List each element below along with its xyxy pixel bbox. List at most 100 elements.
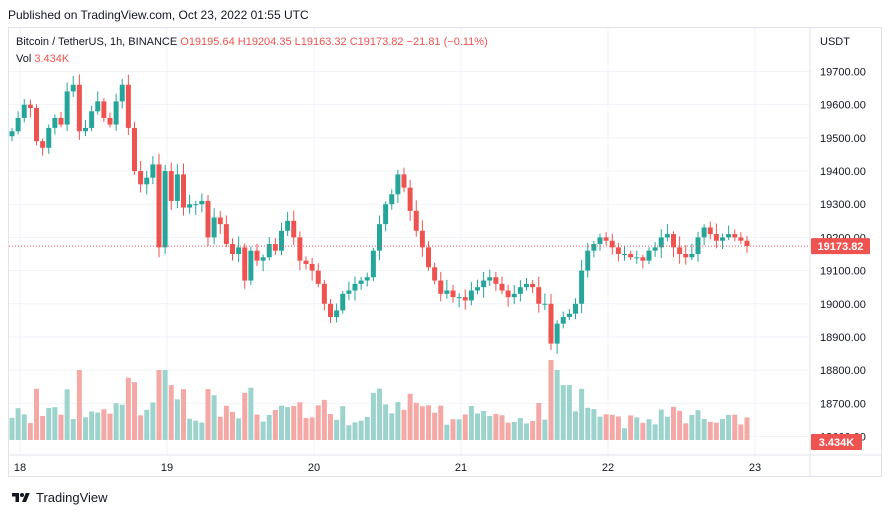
volume-bar (413, 402, 419, 440)
chart-frame[interactable] (8, 27, 882, 477)
volume-bar (309, 417, 315, 440)
volume-bar (585, 407, 591, 440)
candle-body (554, 323, 560, 344)
symbol-legend: Bitcoin / TetherUS, 1h, BINANCE O19195.6… (16, 36, 488, 48)
volume-bar (9, 417, 15, 440)
candle-body (107, 117, 113, 125)
candle-body (150, 164, 156, 178)
tradingview-branding[interactable]: TradingView (10, 490, 108, 505)
volume-bar (646, 419, 652, 440)
candle-body (511, 293, 517, 298)
volume-bar (524, 423, 529, 440)
candle-body (389, 194, 395, 205)
candle-body (622, 254, 627, 255)
candle-body (266, 244, 272, 258)
volume-bar (303, 418, 309, 440)
volume-bar (542, 419, 548, 440)
candle-body (566, 313, 572, 318)
candle-body (395, 174, 401, 195)
volume-bar (101, 409, 107, 440)
volume-bar (671, 406, 676, 440)
volume-bar (119, 404, 125, 440)
x-tick-label: 20 (308, 462, 320, 474)
candle-body (181, 174, 186, 208)
volume-bar (450, 419, 456, 440)
candle-body (279, 230, 284, 251)
x-tick-label: 22 (602, 462, 614, 474)
volume-bar (475, 413, 480, 440)
candle-body (340, 293, 346, 311)
candle-body (597, 237, 603, 245)
candle-body (615, 247, 621, 254)
candle-body (9, 131, 15, 137)
volume-bar (652, 424, 658, 440)
volume-bar (40, 415, 46, 440)
last-price-badge (811, 238, 870, 255)
candle-body (646, 250, 652, 261)
candle-body (125, 84, 131, 128)
candle-body (211, 217, 217, 238)
candle-body (113, 101, 119, 125)
volume-bar (554, 370, 560, 440)
candle-body (138, 171, 144, 185)
volume-bar (468, 405, 474, 440)
candle-body (254, 250, 260, 261)
candle-body (52, 117, 58, 128)
candle-body (634, 257, 640, 259)
candle-body (407, 187, 413, 211)
volume-bar (291, 405, 297, 440)
candle-body (401, 174, 407, 188)
y-tick-label: 19000.00 (820, 299, 866, 311)
candle-body (205, 200, 211, 238)
volume-bar (695, 410, 701, 440)
candle-body (560, 317, 566, 324)
candle-body (432, 267, 438, 281)
volume-bar (168, 385, 174, 440)
y-tick-label: 18800.00 (820, 365, 866, 377)
candle-body (444, 290, 450, 294)
candle-body (530, 283, 536, 288)
volume-bar (407, 393, 413, 440)
candle-body (726, 234, 732, 238)
volume-bar (46, 407, 52, 440)
volume-bar (27, 423, 33, 440)
volume-bar (58, 414, 64, 440)
volume-bar (487, 416, 493, 440)
volume-bar (505, 422, 511, 440)
volume-bar (603, 414, 609, 440)
candle-body (34, 108, 39, 142)
candle-body (475, 287, 480, 291)
candle-body (671, 234, 676, 248)
x-tick-label: 21 (455, 462, 467, 474)
candle-body (364, 277, 370, 281)
candle-body (27, 104, 33, 108)
candle-body (713, 234, 719, 241)
volume-bar (21, 414, 27, 440)
volume-bar (401, 409, 407, 440)
candle-body (156, 164, 162, 248)
volume-bar (83, 417, 88, 440)
x-tick-label: 23 (749, 462, 761, 474)
candle-body (199, 200, 205, 205)
volume-bar (683, 423, 689, 440)
volume-bar (609, 414, 615, 440)
volume-bar (370, 392, 376, 440)
candle-body (352, 283, 358, 291)
candle-body (358, 280, 364, 284)
candle-body (236, 247, 242, 254)
volume-bar (107, 413, 113, 440)
candle-body (701, 227, 707, 238)
volume-bar (726, 414, 732, 440)
volume-bar (444, 424, 450, 440)
volume-bar (493, 414, 499, 440)
volume-bar (597, 416, 603, 440)
volume-bar (664, 416, 670, 440)
volume-bar (266, 414, 272, 440)
candle-body (162, 171, 168, 248)
candle-body (591, 244, 597, 251)
candle-body (536, 287, 542, 304)
volume-bar (230, 411, 235, 440)
volume-bar (548, 360, 554, 440)
volume-bar (615, 416, 621, 440)
